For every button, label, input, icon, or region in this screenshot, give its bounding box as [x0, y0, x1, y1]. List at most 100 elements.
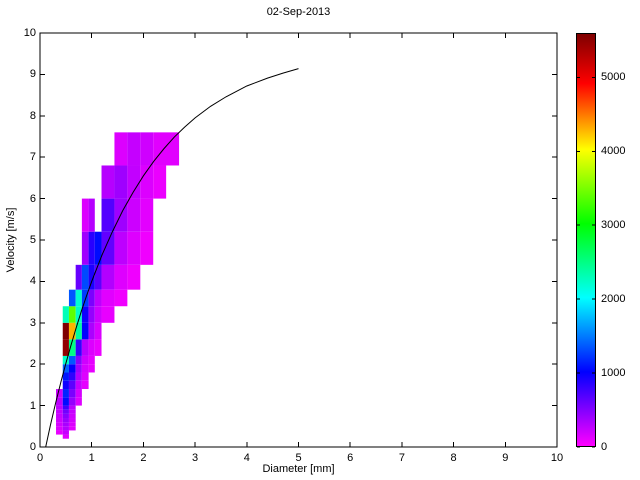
heatmap-cell [62, 397, 69, 406]
colorbar [576, 33, 596, 447]
heatmap-cell [81, 380, 89, 390]
heatmap-cell [62, 322, 69, 340]
heatmap-cell [75, 289, 82, 307]
heatmap-cell [81, 364, 89, 373]
heatmap-cell [75, 339, 82, 356]
y-tick-label: 6 [29, 192, 36, 205]
heatmap-cell [62, 372, 69, 381]
heatmap-cell [62, 422, 69, 427]
heatmap-cell [81, 264, 89, 290]
heatmap-cell [81, 289, 89, 307]
heatmap-cell [81, 372, 89, 381]
colorbar-tick-label: 2000 [601, 293, 626, 306]
heatmap-cell [68, 380, 76, 390]
heatmap-cell [75, 389, 82, 398]
heatmap-cell [140, 231, 154, 265]
heatmap-cell [88, 264, 95, 290]
heatmap-cell [62, 339, 69, 356]
heatmap-cell [81, 306, 89, 323]
y-tick-label: 3 [29, 316, 36, 329]
heatmap-cell [75, 355, 82, 365]
heatmap-cell [88, 322, 95, 340]
heatmap-cell [62, 364, 69, 373]
heatmap-cell [114, 231, 128, 265]
heatmap-cell [68, 339, 76, 356]
x-axis-label: Diameter [mm] [262, 463, 335, 475]
heatmap-cell [140, 132, 154, 166]
heatmap-cell [56, 409, 63, 414]
heatmap-cell [127, 264, 141, 290]
heatmap-cell [68, 422, 76, 427]
heatmap-cell [68, 389, 76, 398]
y-tick-label: 10 [23, 27, 36, 39]
heatmap-cell [140, 165, 154, 199]
heatmap-cell [114, 132, 128, 166]
heatmap-cell [75, 264, 82, 290]
heatmap-cell [75, 364, 82, 373]
heatmap-cell [114, 289, 128, 307]
heatmap-cell [68, 372, 76, 381]
colorbar-tick-label: 0 [601, 441, 608, 453]
heatmap-cell [68, 409, 76, 414]
chart-title: 02-Sep-2013 [266, 6, 331, 18]
heatmap-cell [81, 339, 89, 356]
y-tick-label: 2 [29, 358, 36, 371]
heatmap-cell [62, 413, 69, 419]
heatmap-cell [127, 198, 141, 232]
x-tick-label: 9 [502, 452, 509, 464]
y-tick-label: 0 [29, 441, 36, 453]
heatmap-cell [75, 322, 82, 340]
heatmap-cell [75, 306, 82, 323]
y-tick-label: 8 [29, 109, 36, 122]
heatmap-cell [62, 355, 69, 365]
y-axis-label: Velocity [m/s] [5, 207, 17, 273]
heatmap-cell [62, 418, 69, 423]
heatmap-cell [56, 426, 63, 431]
x-tick-label: 2 [140, 452, 147, 464]
x-tick-label: 10 [550, 452, 564, 464]
heatmap-cell [101, 231, 115, 265]
heatmap-cell [68, 426, 76, 431]
heatmap-cell [94, 306, 102, 323]
heatmap-cell [88, 306, 95, 323]
heatmap-cell [62, 389, 69, 398]
heatmap-cell [88, 339, 95, 356]
heatmap-cell [153, 165, 167, 199]
heatmap-cell [56, 418, 63, 423]
heatmap-cell [140, 198, 154, 232]
heatmap-cell [101, 264, 115, 290]
heatmap-cell [81, 231, 89, 265]
heatmap-cell [114, 264, 128, 290]
heatmap-cell [68, 322, 76, 340]
heatmap-cell [153, 132, 180, 166]
heatmap-cell [68, 397, 76, 406]
heatmap-cell [127, 231, 141, 265]
axes-box [39, 32, 558, 448]
heatmap-cell [56, 413, 63, 419]
heatmap-cell [56, 397, 63, 406]
heatmap-cell [56, 430, 63, 435]
heatmap-cell [94, 339, 102, 356]
colorbar-tick-label: 4000 [601, 145, 626, 158]
colorbar-tick-label: 1000 [601, 367, 626, 380]
heatmap-cell [68, 418, 76, 423]
heatmap-cell [68, 355, 76, 365]
heatmap-cell [114, 165, 128, 199]
heatmap-cell [101, 198, 115, 232]
heatmap-cell [56, 405, 63, 410]
x-tick-label: 4 [243, 452, 250, 464]
heatmap-cell [75, 372, 82, 381]
y-tick-label: 7 [29, 151, 36, 164]
heatmap-cell [62, 380, 69, 390]
heatmap-cell [88, 355, 95, 365]
heatmap-cell [81, 322, 89, 340]
heatmap-cell [62, 430, 69, 435]
heatmap-cell [75, 397, 82, 406]
y-tick-label: 5 [29, 234, 36, 246]
heatmap-cell [56, 389, 63, 398]
x-tick-label: 5 [295, 452, 302, 464]
colorbar-tick-label: 5000 [601, 71, 626, 84]
heatmap-cell [62, 306, 69, 323]
